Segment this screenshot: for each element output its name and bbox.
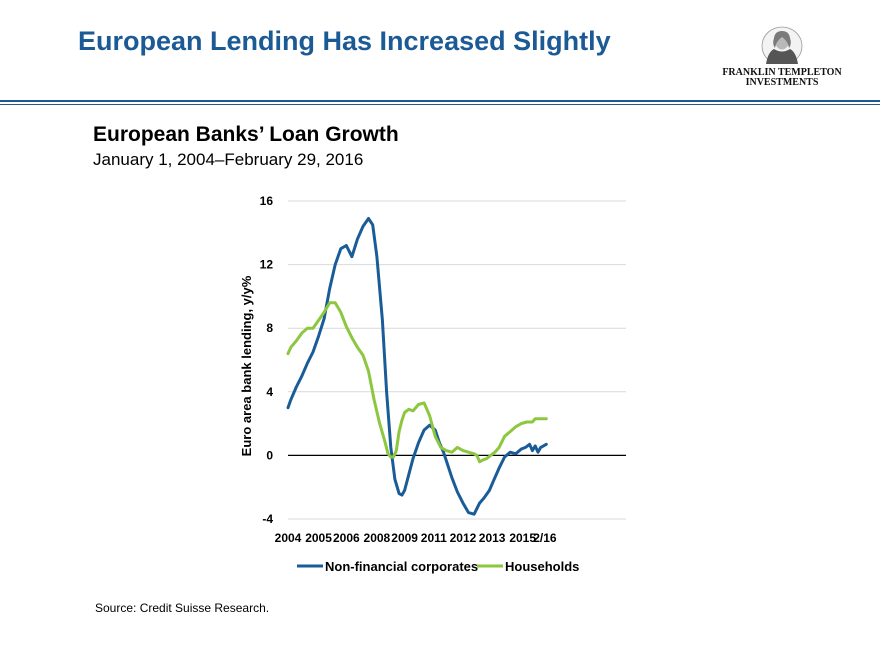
line-households — [286, 301, 548, 464]
y-tick-label: 0 — [266, 448, 273, 462]
x-tick-label: 2015 — [509, 531, 536, 545]
header-rule-bottom — [0, 104, 880, 105]
x-tick-label: 2013 — [479, 531, 506, 545]
y-tick-label: 16 — [260, 194, 274, 208]
y-tick-label: 4 — [266, 385, 273, 399]
legend-label-corporates: Non-financial corporates — [325, 559, 478, 574]
slide-title: European Lending Has Increased Slightly — [78, 26, 611, 56]
x-tick-label: 2011 — [421, 531, 447, 545]
chart-subtitle: January 1, 2004–February 29, 2016 — [93, 150, 364, 169]
line-corporates — [286, 217, 548, 516]
x-tick-label: 2004 — [275, 531, 302, 545]
logo-line-2: INVESTMENTS — [745, 77, 819, 88]
legend-label-households: Households — [505, 559, 579, 574]
x-tick-label: 2/16 — [533, 531, 557, 545]
chart-title: European Banks’ Loan Growth — [93, 123, 399, 146]
y-tick-labels: -4 0 4 8 12 16 — [260, 194, 274, 526]
y-tick-label: 12 — [260, 258, 274, 272]
series-lines — [286, 217, 548, 516]
header-rule-top — [0, 100, 880, 102]
gridlines — [288, 200, 626, 520]
x-tick-label: 2005 — [305, 531, 332, 545]
x-tick-label: 2006 — [333, 531, 360, 545]
franklin-templeton-logo: FRANKLIN TEMPLETON INVESTMENTS — [722, 24, 842, 88]
source-note: Source: Credit Suisse Research. — [95, 601, 270, 615]
legend: Non-financial corporates Households — [297, 559, 579, 574]
logo-line-1: FRANKLIN TEMPLETON — [722, 67, 842, 78]
portrait-icon — [761, 26, 803, 64]
x-tick-label: 2008 — [364, 531, 391, 545]
y-axis-title: Euro area bank lending, y/y% — [239, 275, 254, 456]
x-tick-label: 2012 — [450, 531, 477, 545]
x-tick-label: 2009 — [391, 531, 418, 545]
y-tick-label: -4 — [262, 512, 273, 526]
y-tick-label: 8 — [266, 321, 273, 335]
